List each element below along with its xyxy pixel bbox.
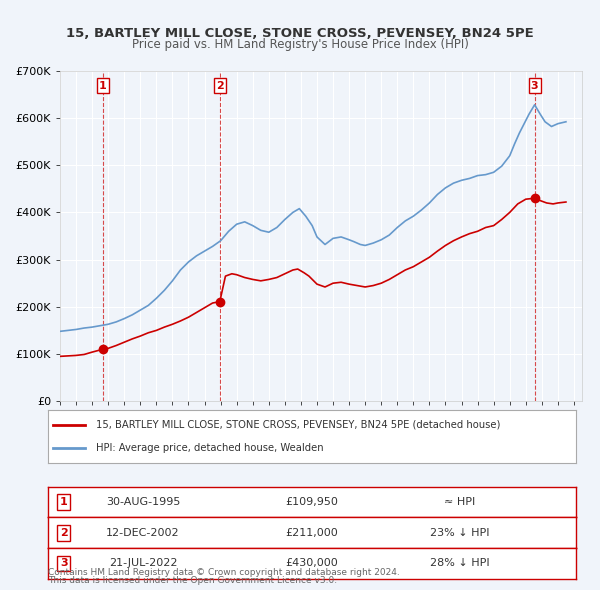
Text: £211,000: £211,000 bbox=[286, 528, 338, 537]
Text: 2: 2 bbox=[216, 81, 224, 91]
Text: 21-JUL-2022: 21-JUL-2022 bbox=[109, 559, 177, 568]
Text: ≈ HPI: ≈ HPI bbox=[444, 497, 475, 507]
Text: 15, BARTLEY MILL CLOSE, STONE CROSS, PEVENSEY, BN24 5PE (detached house): 15, BARTLEY MILL CLOSE, STONE CROSS, PEV… bbox=[95, 420, 500, 430]
Text: 3: 3 bbox=[60, 559, 68, 568]
Text: 1: 1 bbox=[99, 81, 107, 91]
Text: 1: 1 bbox=[60, 497, 68, 507]
Text: 15, BARTLEY MILL CLOSE, STONE CROSS, PEVENSEY, BN24 5PE: 15, BARTLEY MILL CLOSE, STONE CROSS, PEV… bbox=[66, 27, 534, 40]
Text: 30-AUG-1995: 30-AUG-1995 bbox=[106, 497, 180, 507]
Text: HPI: Average price, detached house, Wealden: HPI: Average price, detached house, Weal… bbox=[95, 443, 323, 453]
Text: 12-DEC-2002: 12-DEC-2002 bbox=[106, 528, 180, 537]
Text: 23% ↓ HPI: 23% ↓ HPI bbox=[430, 528, 490, 537]
Text: 28% ↓ HPI: 28% ↓ HPI bbox=[430, 559, 490, 568]
Text: 2: 2 bbox=[60, 528, 68, 537]
Text: This data is licensed under the Open Government Licence v3.0.: This data is licensed under the Open Gov… bbox=[48, 576, 337, 585]
Text: £109,950: £109,950 bbox=[286, 497, 338, 507]
Text: Contains HM Land Registry data © Crown copyright and database right 2024.: Contains HM Land Registry data © Crown c… bbox=[48, 568, 400, 577]
Text: £430,000: £430,000 bbox=[286, 559, 338, 568]
Text: Price paid vs. HM Land Registry's House Price Index (HPI): Price paid vs. HM Land Registry's House … bbox=[131, 38, 469, 51]
Text: 3: 3 bbox=[531, 81, 538, 91]
